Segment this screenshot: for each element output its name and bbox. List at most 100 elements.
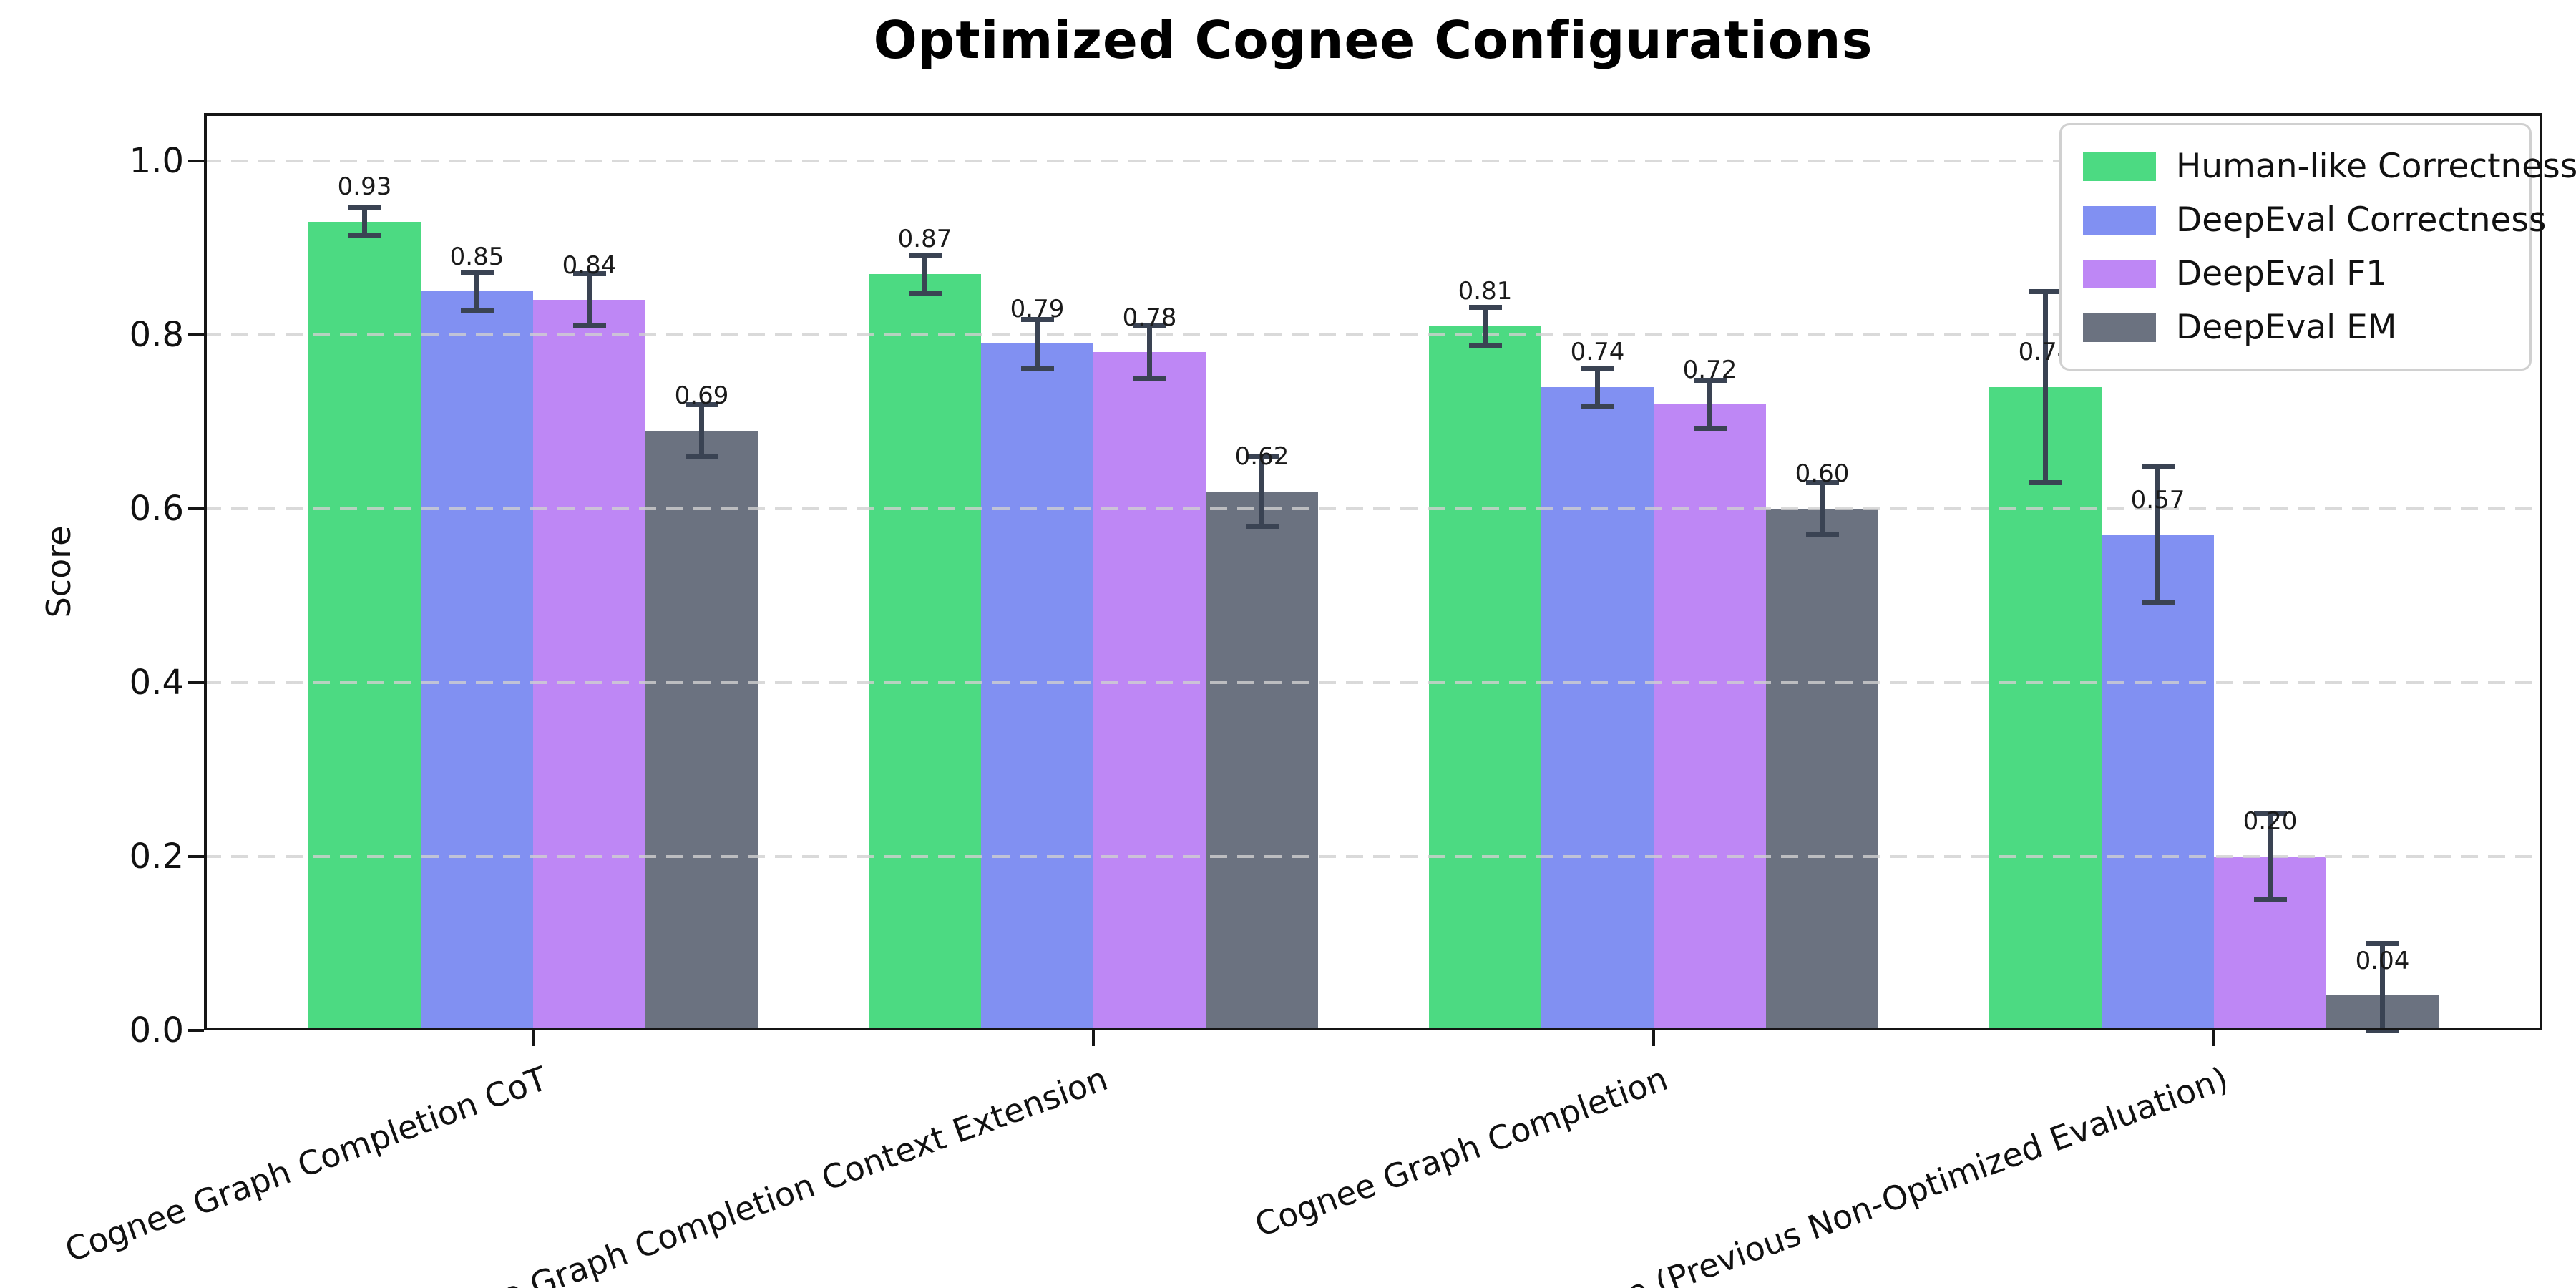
bar-value-label: 0.85 — [449, 242, 504, 271]
bar-value-label: 0.93 — [337, 172, 392, 202]
legend-swatch — [2083, 152, 2156, 181]
bar-value-label: 0.04 — [2355, 946, 2410, 975]
y-tick-label: 0.4 — [129, 663, 184, 703]
gridline-y-0.4 — [204, 681, 2542, 684]
legend-swatch — [2083, 205, 2156, 235]
legend-swatch — [2083, 313, 2156, 342]
bar-value-label: 0.60 — [1795, 459, 1850, 489]
y-tick-mark — [188, 1029, 204, 1032]
chart-title: Optimized Cognee Configurations — [873, 10, 1873, 70]
bar-value-label: 0.78 — [1122, 303, 1177, 332]
error-bar-cap-top — [1133, 323, 1166, 328]
gridline-y-0.2 — [204, 855, 2542, 858]
y-tick-mark — [188, 160, 204, 162]
gridline-y-0.8 — [204, 333, 2542, 336]
bar-value-label: 0.62 — [1234, 442, 1289, 472]
bar-human-like-correctness-group1 — [308, 222, 421, 1030]
bar-human-like-correctness-group3 — [1429, 326, 1541, 1030]
bar-deepeval-correctness-group4 — [2102, 535, 2214, 1030]
legend-label: Human-like Correctness — [2176, 147, 2576, 186]
y-tick-label: 0.2 — [129, 836, 184, 877]
error-bar-cap-bottom — [2029, 480, 2062, 486]
error-bar-cap-top — [1468, 304, 1502, 310]
bar-value-label: 0.20 — [2243, 807, 2298, 836]
error-bar-line — [922, 255, 927, 293]
y-tick-mark — [188, 855, 204, 858]
error-bar-cap-top — [2253, 810, 2287, 816]
error-bar-cap-top — [2366, 941, 2399, 946]
error-bar-cap-top — [2029, 288, 2062, 294]
error-bar-cap-top — [572, 271, 606, 277]
bar-deepeval-correctness-group2 — [981, 343, 1093, 1030]
error-bar-cap-bottom — [685, 454, 718, 459]
legend-label: DeepEval EM — [2176, 308, 2397, 347]
error-bar-cap-top — [1581, 365, 1614, 371]
error-bar-cap-bottom — [1468, 343, 1502, 348]
error-bar-cap-top — [1805, 480, 1839, 486]
bar-value-label: 0.57 — [2130, 485, 2185, 514]
bar-deepeval-em-group3 — [1766, 509, 1878, 1030]
error-bar-line — [362, 208, 367, 236]
legend-item-deepeval-f1: DeepEval F1 — [2062, 247, 2529, 301]
legend-item-human-like-correctness: Human-like Correctness — [2062, 140, 2576, 193]
bar-deepeval-correctness-group3 — [1541, 386, 1654, 1030]
error-bar-cap-bottom — [2366, 1028, 2399, 1033]
error-bar-cap-bottom — [908, 291, 942, 296]
error-bar-cap-bottom — [2141, 600, 2175, 605]
error-bar-cap-bottom — [1805, 532, 1839, 537]
legend-item-deepeval-em: DeepEval EM — [2062, 301, 2529, 354]
error-bar-cap-bottom — [572, 323, 606, 329]
error-bar-line — [2268, 813, 2273, 900]
error-bar-cap-bottom — [1020, 365, 1054, 371]
error-bar-line — [2380, 943, 2385, 1030]
legend-swatch — [2083, 259, 2156, 288]
error-bar-cap-top — [1245, 454, 1279, 459]
bar-deepeval-f1-group3 — [1654, 404, 1766, 1030]
y-tick-label: 0.6 — [129, 489, 184, 529]
error-bar-line — [1259, 457, 1264, 527]
error-bar-cap-bottom — [1245, 523, 1279, 529]
error-bar-cap-top — [460, 270, 494, 275]
x-tick-mark — [1092, 1030, 1095, 1046]
error-bar-line — [1147, 325, 1152, 379]
error-bar-line — [1035, 319, 1040, 369]
bar-value-label: 0.81 — [1458, 277, 1513, 306]
y-axis-title: Score — [39, 525, 78, 618]
error-bar-line — [1707, 380, 1712, 429]
y-tick-mark — [188, 681, 204, 684]
bar-human-like-correctness-group4 — [1989, 386, 2102, 1030]
error-bar-cap-bottom — [2253, 897, 2287, 903]
error-bar-cap-bottom — [348, 233, 381, 238]
y-tick-label: 1.0 — [129, 141, 184, 181]
error-bar-line — [1595, 368, 1600, 406]
error-bar-cap-top — [348, 205, 381, 211]
error-bar-line — [1820, 482, 1825, 535]
y-tick-label: 0.8 — [129, 315, 184, 355]
bar-value-label: 0.69 — [674, 381, 729, 411]
error-bar-line — [2043, 291, 2048, 483]
legend-label: DeepEval F1 — [2176, 254, 2388, 293]
error-bar-cap-bottom — [1581, 404, 1614, 409]
bar-deepeval-f1-group1 — [533, 300, 645, 1030]
error-bar-line — [2155, 467, 2160, 603]
x-tick-mark — [1652, 1030, 1655, 1046]
error-bar-cap-top — [1693, 377, 1727, 383]
bar-value-label: 0.79 — [1010, 294, 1065, 323]
gridline-y-0.6 — [204, 507, 2542, 510]
bar-deepeval-em-group2 — [1206, 491, 1318, 1030]
error-bar-line — [587, 273, 592, 326]
error-bar-cap-bottom — [1133, 376, 1166, 382]
x-tick-label: Cognee Graph Completion CoT — [59, 1059, 552, 1270]
gridline-y-1 — [204, 160, 2542, 162]
bar-human-like-correctness-group2 — [869, 273, 981, 1030]
bar-value-label: 0.74 — [1570, 338, 1625, 367]
error-bar-line — [474, 272, 479, 311]
x-tick-mark — [532, 1030, 535, 1046]
error-bar-cap-top — [685, 401, 718, 407]
error-bar-cap-top — [908, 252, 942, 258]
bar-value-label: 0.84 — [562, 250, 617, 280]
bar-value-label: 0.72 — [1682, 355, 1737, 384]
bar-deepeval-f1-group2 — [1093, 352, 1206, 1030]
legend: Human-like Correctness DeepEval Correctne… — [2059, 123, 2576, 371]
